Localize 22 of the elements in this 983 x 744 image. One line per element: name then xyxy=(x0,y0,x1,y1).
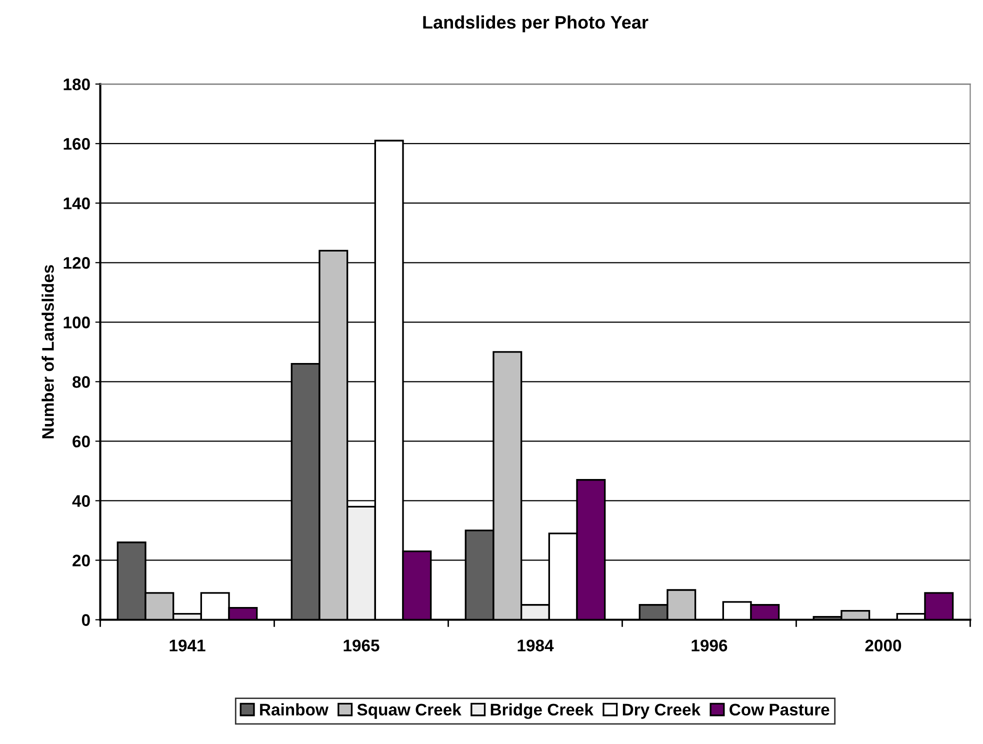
y-tick-label: 40 xyxy=(72,495,90,507)
legend-label: Cow Pasture xyxy=(730,704,830,716)
y-tick-label: 100 xyxy=(64,316,90,328)
x-tick-label: 1996 xyxy=(692,640,728,652)
legend-label: Bridge Creek xyxy=(490,703,594,719)
x-tick-label: 2000 xyxy=(865,640,902,652)
y-axis-title: Number of Landslides xyxy=(42,265,54,438)
chart-title: Landslides per Photo Year xyxy=(423,15,648,32)
y-tick-label: 180 xyxy=(64,78,90,90)
y-tick-label: 140 xyxy=(64,198,90,210)
y-tick-label: 20 xyxy=(72,554,90,566)
y-tick-label: 0 xyxy=(82,614,90,626)
y-tick-label: 120 xyxy=(64,257,90,269)
legend-label: Dry Creek xyxy=(622,703,701,719)
x-tick-label: 1965 xyxy=(344,640,380,652)
y-tick-label: 60 xyxy=(72,436,90,448)
y-tick-label: 160 xyxy=(64,138,90,150)
y-tick-label: 80 xyxy=(72,376,90,388)
legend-label: Squaw Creek xyxy=(357,703,462,719)
x-tick-label: 1984 xyxy=(518,640,554,652)
x-tick-label: 1941 xyxy=(170,640,206,652)
legend-label: Rainbow xyxy=(260,703,328,716)
